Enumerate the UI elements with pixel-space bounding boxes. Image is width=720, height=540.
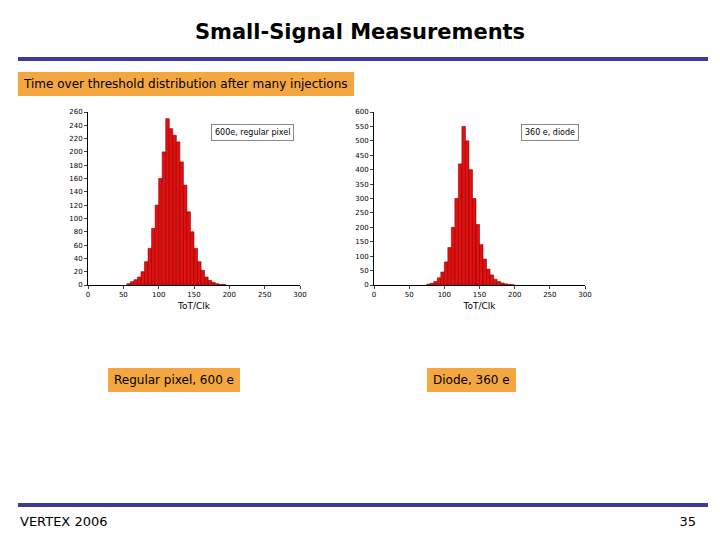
svg-text:50: 50 (405, 291, 414, 299)
svg-text:0: 0 (364, 281, 368, 289)
svg-text:180: 180 (69, 162, 82, 170)
svg-text:500: 500 (355, 137, 368, 145)
svg-text:600e, regular pixel: 600e, regular pixel (215, 128, 290, 137)
svg-text:300: 300 (293, 291, 306, 299)
svg-text:150: 150 (187, 291, 200, 299)
svg-text:100: 100 (438, 291, 451, 299)
html-text:Regular pixel, 600 e: Regular pixel, 600 e (114, 373, 234, 387)
svg-text:300: 300 (355, 195, 368, 203)
svg-text:60: 60 (74, 242, 83, 250)
svg-text:220: 220 (69, 135, 82, 143)
svg-text:0: 0 (372, 291, 376, 299)
svg-text:350: 350 (355, 181, 368, 189)
svg-text:200: 200 (69, 148, 82, 156)
svg-text:20: 20 (74, 268, 83, 276)
svg-text:150: 150 (355, 238, 368, 246)
html-text:VERTEX 2006: VERTEX 2006 (20, 514, 108, 529)
svg-text:160: 160 (69, 175, 82, 183)
svg-text:400: 400 (355, 166, 368, 174)
svg-text:100: 100 (69, 215, 82, 223)
svg-text:140: 140 (69, 188, 82, 196)
svg-text:250: 250 (543, 291, 556, 299)
svg-text:120: 120 (69, 202, 82, 210)
svg-text:ToT/Clk: ToT/Clk (462, 301, 496, 311)
svg-text:200: 200 (355, 224, 368, 232)
svg-text:ToT/Clk: ToT/Clk (177, 301, 211, 311)
svg-text:450: 450 (355, 152, 368, 160)
svg-text:40: 40 (74, 255, 83, 263)
html-text:Small-Signal Measurements: Small-Signal Measurements (194, 20, 526, 44)
svg-text:100: 100 (152, 291, 165, 299)
svg-text:0: 0 (86, 291, 90, 299)
svg-text:360 e, diode: 360 e, diode (525, 128, 575, 137)
svg-text:50: 50 (119, 291, 128, 299)
html-text:35: 35 (679, 514, 696, 529)
svg-text:250: 250 (355, 209, 368, 217)
html-text:Diode, 360 e: Diode, 360 e (433, 373, 510, 387)
svg-text:0: 0 (78, 281, 82, 289)
svg-text:80: 80 (74, 228, 83, 236)
svg-text:200: 200 (508, 291, 521, 299)
svg-text:100: 100 (355, 253, 368, 261)
svg-text:240: 240 (69, 122, 82, 130)
svg-text:550: 550 (355, 123, 368, 131)
svg-text:300: 300 (578, 291, 591, 299)
svg-text:250: 250 (258, 291, 271, 299)
svg-text:150: 150 (473, 291, 486, 299)
svg-text:260: 260 (69, 108, 82, 116)
svg-text:200: 200 (223, 291, 236, 299)
svg-text:600: 600 (355, 108, 368, 116)
html-text:Time over threshold distributi: Time over threshold distribution after m… (24, 77, 348, 91)
svg-text:50: 50 (360, 267, 369, 275)
